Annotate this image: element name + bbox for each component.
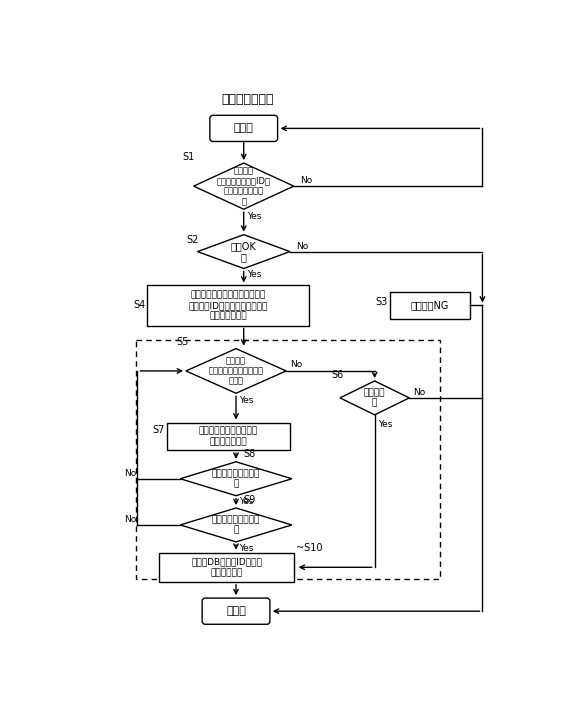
Text: 終　了: 終 了 [226,606,246,616]
Text: S8: S8 [244,449,256,459]
Text: 遠隔会議
実施端末から音声データ
受信？: 遠隔会議 実施端末から音声データ 受信？ [209,356,264,386]
Bar [159,553,294,582]
Polygon shape [340,381,409,415]
Text: Yes: Yes [378,420,393,429]
Text: 声紋を分析し声紋照合に
使用可能か判定: 声紋を分析し声紋照合に 使用可能か判定 [199,427,258,446]
Text: S3: S3 [376,297,388,307]
Text: S6: S6 [332,370,344,380]
Text: S4: S4 [134,300,146,310]
Text: 遠隔会議
実施端末から社員ID、
パスワードを受信
？: 遠隔会議 実施端末から社員ID、 パスワードを受信 ？ [217,166,271,206]
Polygon shape [186,348,286,393]
Text: 遠隔会議実施端末の位置情報、
及び社員IDに対応するスケジュ
ール情報を取得: 遠隔会議実施端末の位置情報、 及び社員IDに対応するスケジュ ール情報を取得 [189,290,268,320]
Text: 会議参加NG: 会議参加NG [411,300,449,310]
Text: 認証OK
？: 認証OK ？ [231,241,257,262]
Text: 遠隔会議サーバ: 遠隔会議サーバ [222,93,274,106]
Text: No: No [290,360,302,369]
Text: 声紋照合に使用可能
？: 声紋照合に使用可能 ？ [212,469,260,488]
Text: Yes: Yes [247,212,261,222]
Polygon shape [180,462,292,495]
Polygon shape [180,508,292,542]
FancyBboxPatch shape [202,598,270,625]
Text: S9: S9 [244,495,256,505]
Text: Yes: Yes [239,397,254,406]
Bar [167,422,290,450]
Text: No: No [124,469,136,478]
Text: No: No [124,515,136,524]
Text: 会議終了
？: 会議終了 ？ [364,388,385,407]
FancyBboxPatch shape [210,115,278,141]
Polygon shape [194,163,294,209]
Text: S1: S1 [182,152,194,162]
Text: No: No [300,176,312,185]
Text: No: No [413,388,426,397]
Text: S2: S2 [186,235,198,245]
Text: 未登録の音声データ
？: 未登録の音声データ ？ [212,516,260,535]
Text: No: No [296,242,308,251]
Bar [136,340,440,579]
Text: 声情報DBに社員IDと音声
データを記憶: 声情報DBに社員IDと音声 データを記憶 [191,558,262,577]
Text: Yes: Yes [247,270,261,279]
Text: S5: S5 [176,337,188,347]
Bar [147,285,309,326]
Text: Yes: Yes [239,543,254,553]
Bar [389,293,470,318]
Text: Yes: Yes [239,498,254,506]
Polygon shape [198,234,290,269]
Text: 開　始: 開 始 [234,123,254,133]
Text: ~S10: ~S10 [297,543,323,553]
Text: S7: S7 [153,425,165,435]
